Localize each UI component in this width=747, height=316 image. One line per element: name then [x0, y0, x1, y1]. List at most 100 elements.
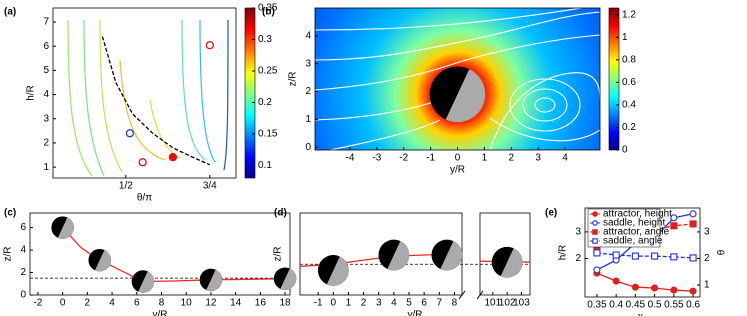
y-tick-label: 0: [305, 142, 311, 153]
trajectory: [99, 19, 123, 173]
streamline: [489, 117, 600, 142]
x-tick-label: 10: [181, 298, 193, 309]
y-tick-label: 5: [43, 65, 49, 76]
marker: [689, 210, 697, 218]
y-tick-label: 1: [43, 162, 49, 173]
marker: [612, 277, 620, 285]
sphere-shade: [440, 241, 463, 271]
x-axis-label: y/R: [450, 165, 465, 176]
x-axis-label: χ₀: [638, 312, 647, 316]
marker: [670, 222, 678, 230]
y-axis-label: h/R: [26, 85, 37, 101]
axes-frame: [52, 7, 237, 179]
y-tick-label: 0: [20, 290, 26, 301]
sphere-shade: [280, 268, 297, 290]
x-axis-label: θ/π: [137, 193, 152, 204]
colorbar-tick-label: 0.6: [622, 77, 636, 88]
x-tick-label: 12: [205, 298, 217, 309]
trajectory: [199, 19, 216, 163]
axes-frame: [479, 212, 531, 296]
y-tick-label: 4: [43, 89, 49, 100]
colorbar-tick-label: 0.2: [622, 122, 636, 133]
x-tick-label: -1: [426, 153, 435, 164]
y-axis-label: z/R: [273, 247, 284, 262]
panel-label: (e): [545, 208, 557, 219]
x-tick-label: 0: [455, 153, 461, 164]
colorbar: [244, 7, 256, 179]
x-tick-label: 2: [85, 298, 91, 309]
trajectory: [83, 19, 105, 177]
axes-frame: [584, 207, 701, 298]
x-tick-label: 5: [406, 298, 412, 309]
sphere-shade: [94, 249, 111, 272]
panel-label: (d): [274, 208, 287, 219]
fixed-point: [138, 158, 147, 167]
marker: [670, 253, 678, 261]
sphere-shade: [445, 69, 486, 123]
streamline: [315, 99, 441, 121]
x-tick-label: -1: [314, 298, 323, 309]
colorbar-tick-label: 0.35: [258, 3, 278, 14]
colorbar-tick-label: 0.25: [258, 66, 278, 77]
x-tick-label: 2: [361, 298, 367, 309]
y-axis-label: z/R: [288, 72, 299, 87]
colorbar: [608, 7, 620, 151]
x-tick-label: 4: [391, 298, 397, 309]
x-tick-label: 0.6: [686, 300, 700, 311]
x-tick-label: 1/2: [119, 181, 133, 192]
legend-label: attractor, angle: [603, 227, 670, 238]
x-tick-label: 101: [485, 298, 502, 309]
y-tick-label: 3: [575, 227, 581, 238]
x-tick-label: 0: [331, 298, 337, 309]
y-tick-label: 3: [305, 58, 311, 69]
x-tick-label: 4: [109, 298, 115, 309]
x-tick-label: 0.5: [648, 300, 662, 311]
panel-label: (a): [4, 7, 16, 18]
streamline: [509, 78, 581, 132]
sphere-shade: [206, 269, 223, 292]
y2-tick-label: 2: [704, 253, 710, 264]
trajectory-line: [101, 36, 211, 166]
x-tick-label: 6: [134, 298, 140, 309]
y-tick-label: 1: [305, 114, 311, 125]
colorbar-tick-label: 1: [622, 32, 628, 43]
x-tick-label: 102: [499, 298, 516, 309]
streamline: [534, 97, 556, 113]
y-tick-label: 6: [43, 41, 49, 52]
marker: [631, 252, 639, 260]
x-tick-label: 16: [255, 298, 267, 309]
fixed-point: [168, 153, 178, 162]
trajectory: [67, 19, 93, 177]
marker: [592, 220, 598, 226]
marker: [592, 211, 598, 217]
x-tick-label: 3: [376, 298, 382, 309]
sphere-shade: [500, 248, 523, 278]
panel-label: (b): [262, 7, 275, 18]
trajectories: [67, 19, 229, 177]
x-tick-label: 14: [230, 298, 242, 309]
legend-label: saddle, height: [603, 218, 665, 229]
series-line: [596, 272, 694, 292]
x-tick-label: 0.55: [664, 300, 684, 311]
legend-label: attractor, height: [603, 209, 672, 220]
colorbar-tick-label: 0.3: [258, 34, 272, 45]
marker: [651, 252, 659, 260]
y-tick-label: 2: [305, 86, 311, 97]
marker: [631, 283, 639, 291]
x-tick-label: 2: [508, 153, 514, 164]
sphere-shade: [138, 271, 155, 293]
marker: [651, 284, 659, 292]
sphere-shade: [326, 256, 349, 286]
streamline: [315, 11, 600, 61]
marker: [670, 214, 678, 222]
y-tick-label: 4: [20, 245, 26, 256]
marker: [592, 238, 598, 244]
fixed-point: [205, 41, 214, 50]
y-axis-label: h/R: [558, 245, 569, 261]
x-tick-label: 18: [279, 298, 291, 309]
trajectory: [181, 19, 206, 161]
colorbar-tick-label: 0.4: [622, 100, 636, 111]
streamline: [315, 8, 585, 31]
streamline: [329, 119, 441, 150]
panel-label: (c): [4, 208, 16, 219]
